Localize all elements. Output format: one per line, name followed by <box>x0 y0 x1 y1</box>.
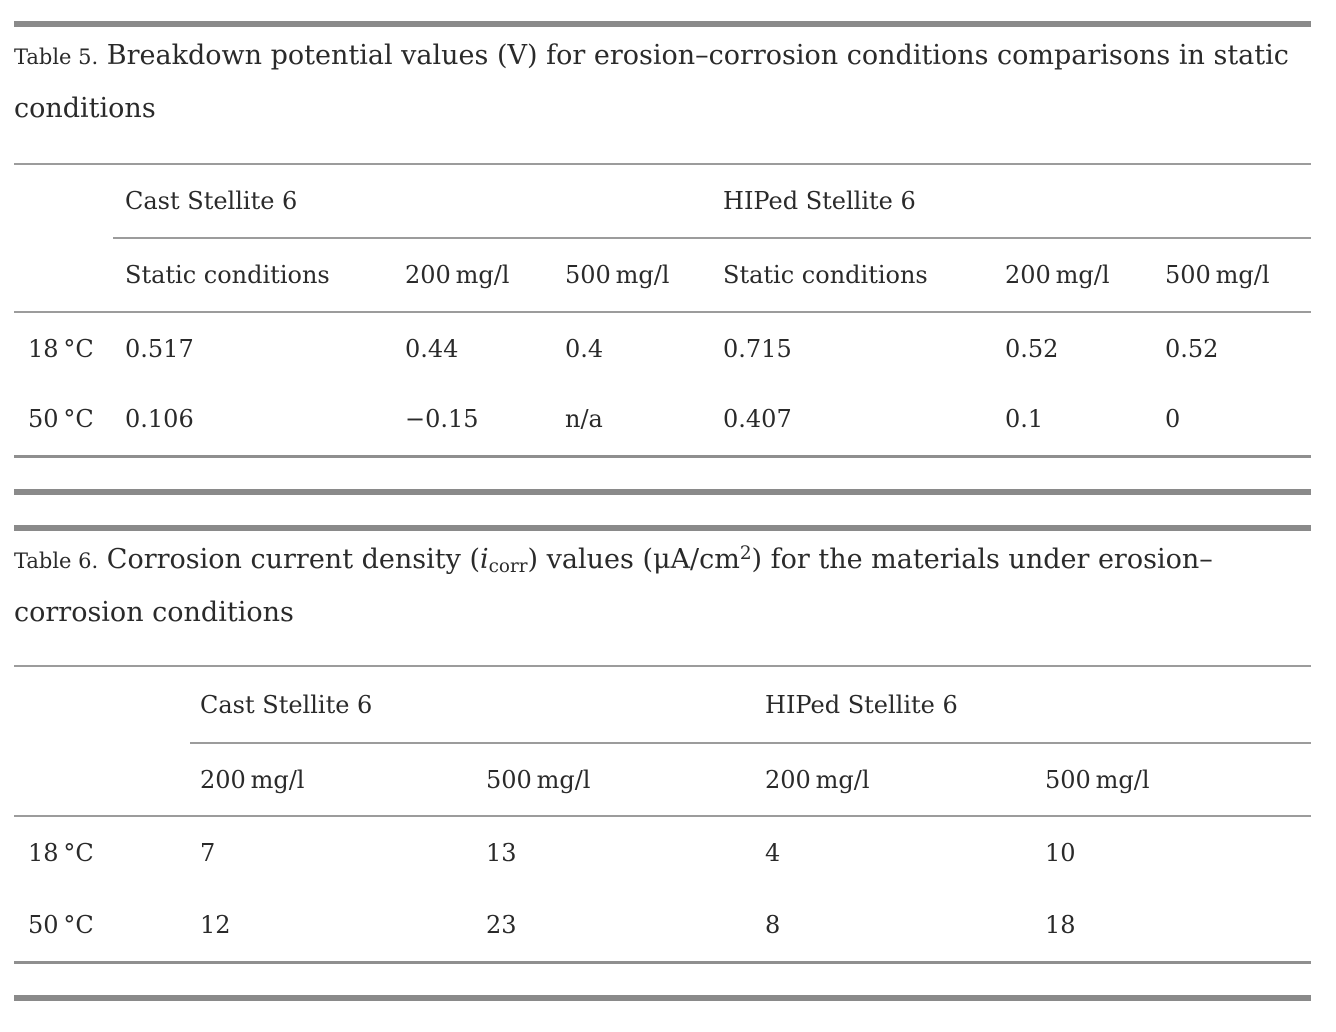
row-label: 50 °C <box>28 910 94 939</box>
value-cell: 23 <box>486 910 517 939</box>
value-cell: 0.715 <box>723 334 792 363</box>
table5-caption: Table 5. Breakdown potential values (V) … <box>14 30 1319 134</box>
subheader-cell: Static conditions <box>113 238 393 313</box>
subheader-cell: 500 mg/l <box>476 743 756 817</box>
subheader-cell: 500 mg/l <box>553 238 712 313</box>
value-cell: 0.517 <box>125 334 194 363</box>
table6-caption-text-p2: ) values (μA/cm <box>527 544 740 575</box>
group-header-hiped: HIPed Stellite 6 <box>711 164 1312 239</box>
table6-caption-label: Table 6. <box>14 549 99 573</box>
group-header-hiped: HIPed Stellite 6 <box>755 666 1312 744</box>
table5-caption-label: Table 5. <box>14 45 99 69</box>
value-cell: 8 <box>765 910 781 939</box>
table6-caption-text-p1: Corrosion current density ( <box>106 544 480 575</box>
table6-subheader-row: 200 mg/l 500 mg/l 200 mg/l 500 mg/l <box>14 743 1312 817</box>
value-cell: 18 <box>1045 910 1076 939</box>
value-cell: 12 <box>200 910 231 939</box>
value-cell: n/a <box>565 405 603 434</box>
table6-caption-corr-subscript: corr <box>488 556 528 578</box>
table5-subheader-row: Static conditions 200 mg/l 500 mg/l Stat… <box>14 238 1312 313</box>
table6: Cast Stellite 6 HIPed Stellite 6 200 mg/… <box>14 665 1312 964</box>
value-cell: 7 <box>200 839 216 867</box>
table5-caption-text: Breakdown potential values (V) for erosi… <box>14 40 1289 124</box>
subheader-cell: 500 mg/l <box>1035 743 1312 817</box>
row-label: 18 °C <box>28 334 94 363</box>
corner-cell <box>14 743 190 817</box>
corner-cell <box>14 666 190 743</box>
table-row: 18 °C 0.517 0.44 0.4 0.715 0.52 0.52 <box>14 312 1311 384</box>
table5-group-header-row: Cast Stellite 6 HIPed Stellite 6 <box>14 164 1312 239</box>
subheader-cell: 200 mg/l <box>993 238 1154 313</box>
value-cell: 0 <box>1165 405 1181 434</box>
subheader-cell: 200 mg/l <box>393 238 553 313</box>
group-header-cast: Cast Stellite 6 <box>113 164 712 239</box>
corner-cell <box>14 164 113 238</box>
value-cell: 0.106 <box>125 405 194 434</box>
group-header-cast: Cast Stellite 6 <box>190 666 756 744</box>
corner-cell <box>14 238 113 313</box>
table6-caption: Table 6. Corrosion current density (icor… <box>14 534 1319 638</box>
table-row: 50 °C 12 23 8 18 <box>14 889 1312 962</box>
table6-top-rule <box>14 525 1311 531</box>
value-cell: −0.15 <box>405 405 479 434</box>
value-cell: 4 <box>765 839 781 867</box>
row-label: 18 °C <box>28 839 94 867</box>
value-cell: 0.52 <box>1165 334 1219 363</box>
table6-caption-sq-superscript: 2 <box>739 542 752 564</box>
value-cell: 0.1 <box>1005 405 1044 434</box>
subheader-cell: 500 mg/l <box>1153 238 1312 313</box>
table6-caption-text-p3: ) for the materials under erosion–corros… <box>14 544 1213 628</box>
value-cell: 0.407 <box>723 405 792 434</box>
table-row: 18 °C 7 13 4 10 <box>14 816 1311 889</box>
subheader-cell: 200 mg/l <box>190 743 476 817</box>
subheader-cell: 200 mg/l <box>755 743 1036 817</box>
value-cell: 13 <box>486 839 517 867</box>
value-cell: 0.4 <box>565 334 604 363</box>
table5-top-rule <box>14 21 1311 27</box>
value-cell: 10 <box>1045 839 1076 867</box>
table5-bottom-rule <box>14 489 1311 495</box>
table6-group-header-row: Cast Stellite 6 HIPed Stellite 6 <box>14 666 1312 744</box>
row-label: 50 °C <box>28 405 94 434</box>
table6-caption-icorr-italic: i <box>480 544 489 575</box>
subheader-cell: Static conditions <box>711 238 994 313</box>
value-cell: 0.52 <box>1005 334 1059 363</box>
table-row: 50 °C 0.106 −0.15 n/a 0.407 0.1 0 <box>14 384 1312 456</box>
table5: Cast Stellite 6 HIPed Stellite 6 Static … <box>14 163 1312 458</box>
value-cell: 0.44 <box>405 334 459 363</box>
table6-bottom-rule <box>14 995 1311 1001</box>
